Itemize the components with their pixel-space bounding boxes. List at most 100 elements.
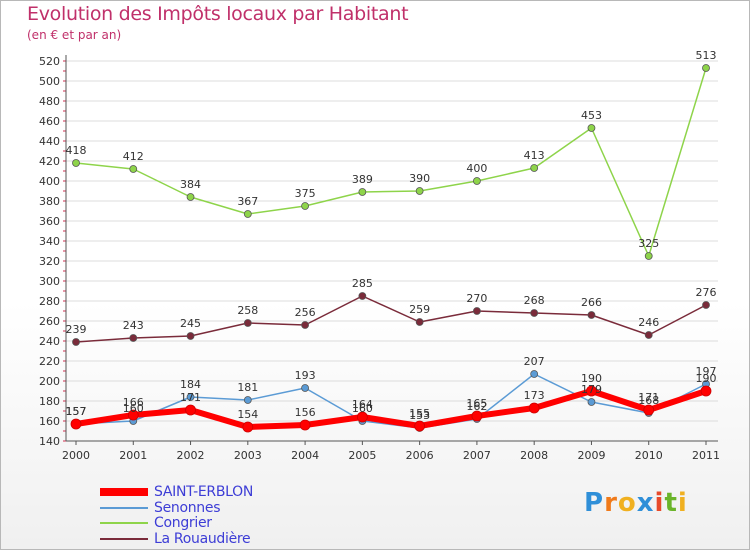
data-label: 193 <box>295 369 316 382</box>
x-tick-label: 2009 <box>577 449 605 462</box>
data-label: 453 <box>581 109 602 122</box>
x-tick-label: 2010 <box>635 449 663 462</box>
data-label: 258 <box>237 304 258 317</box>
series-line-2 <box>75 67 707 257</box>
y-tick-label: 140 <box>39 435 60 448</box>
legend-item: La Rouaudière <box>100 530 251 547</box>
chart-title: Evolution des Impôts locaux par Habitant <box>27 3 409 25</box>
data-point <box>415 187 424 195</box>
x-tick-label: 2003 <box>234 449 262 462</box>
y-tick-label: 280 <box>39 295 60 308</box>
data-point <box>530 309 539 317</box>
data-point <box>70 418 82 430</box>
data-label: 390 <box>409 172 430 185</box>
data-label: 171 <box>638 391 659 404</box>
x-tick-label: 2007 <box>463 449 491 462</box>
y-tick-label: 300 <box>39 275 60 288</box>
data-label: 157 <box>66 405 87 418</box>
data-label: 389 <box>352 173 373 186</box>
legend-label: SAINT-ERBLON <box>154 484 254 500</box>
data-point <box>644 252 653 260</box>
data-label: 154 <box>237 408 258 421</box>
data-label: 181 <box>237 381 258 394</box>
data-label: 160 <box>352 402 373 415</box>
data-point <box>528 402 540 414</box>
legend-swatch <box>100 522 148 524</box>
legend-swatch <box>100 537 148 540</box>
data-label: 153 <box>409 409 430 422</box>
data-point <box>414 420 426 432</box>
x-tick-label: 2006 <box>406 449 434 462</box>
data-point <box>356 411 368 423</box>
data-label: 384 <box>180 178 201 191</box>
data-point <box>644 331 653 339</box>
legend-item: Congrier <box>100 515 212 531</box>
y-tick-label: 400 <box>39 175 60 188</box>
y-tick-label: 260 <box>39 315 60 328</box>
logo-letter: o <box>617 488 637 518</box>
data-label: 413 <box>524 149 545 162</box>
chart-subtitle: (en € et par an) <box>27 28 122 42</box>
data-label: 239 <box>66 323 87 336</box>
data-point <box>299 419 311 431</box>
logo-letter: t <box>664 488 678 518</box>
data-label: 184 <box>180 378 201 391</box>
y-tick-label: 460 <box>39 115 60 128</box>
legend-label: La Rouaudière <box>154 530 251 547</box>
data-label: 243 <box>123 319 144 332</box>
data-label: 168 <box>638 394 659 407</box>
data-label: 190 <box>696 372 717 385</box>
data-label: 179 <box>581 383 602 396</box>
y-tick-label: 440 <box>39 135 60 148</box>
legend-swatch <box>100 506 148 509</box>
data-label: 245 <box>180 317 201 330</box>
data-point <box>587 311 596 319</box>
data-point <box>186 332 195 340</box>
series-points <box>70 64 712 433</box>
data-label: 171 <box>180 391 201 404</box>
logo-letter: P <box>584 488 605 518</box>
data-point <box>243 319 252 327</box>
data-point <box>587 124 596 132</box>
data-label: 270 <box>466 292 487 305</box>
data-label: 259 <box>409 303 430 316</box>
y-tick-label: 240 <box>39 335 60 348</box>
axes: 140 160 180 200 220 240 260 280 300 320 340 360 380 4… <box>39 55 720 462</box>
data-point <box>530 164 539 172</box>
x-tick-label: 2008 <box>520 449 548 462</box>
x-tick-label: 2004 <box>291 449 319 462</box>
data-point <box>587 398 596 406</box>
data-point <box>127 409 139 421</box>
data-point <box>186 393 195 401</box>
data-point <box>72 338 80 346</box>
data-point <box>242 421 254 433</box>
x-tick-label: 2011 <box>692 449 720 462</box>
y-tick-label: 420 <box>39 155 60 168</box>
data-point <box>301 321 309 329</box>
data-point <box>186 193 195 201</box>
data-label: 207 <box>524 355 545 368</box>
data-point <box>702 64 710 72</box>
data-point <box>129 165 138 173</box>
y-tick-label: 160 <box>39 415 60 428</box>
data-point <box>473 307 481 315</box>
data-label: 173 <box>524 389 545 402</box>
data-point <box>129 334 138 342</box>
data-label: 285 <box>352 277 373 290</box>
legend-item: SAINT-ERBLON <box>100 484 253 500</box>
data-point <box>301 384 309 392</box>
data-point <box>700 385 712 397</box>
data-label: 156 <box>295 406 316 419</box>
logo-letter: x <box>636 488 655 518</box>
logo-letter: i <box>654 488 665 518</box>
x-tick-label: 2000 <box>62 449 90 462</box>
data-label: 256 <box>295 306 316 319</box>
data-point <box>415 318 424 326</box>
data-point <box>358 188 367 196</box>
data-label: 325 <box>638 237 659 250</box>
x-tick-label: 2005 <box>348 449 376 462</box>
data-label: 164 <box>352 398 373 411</box>
